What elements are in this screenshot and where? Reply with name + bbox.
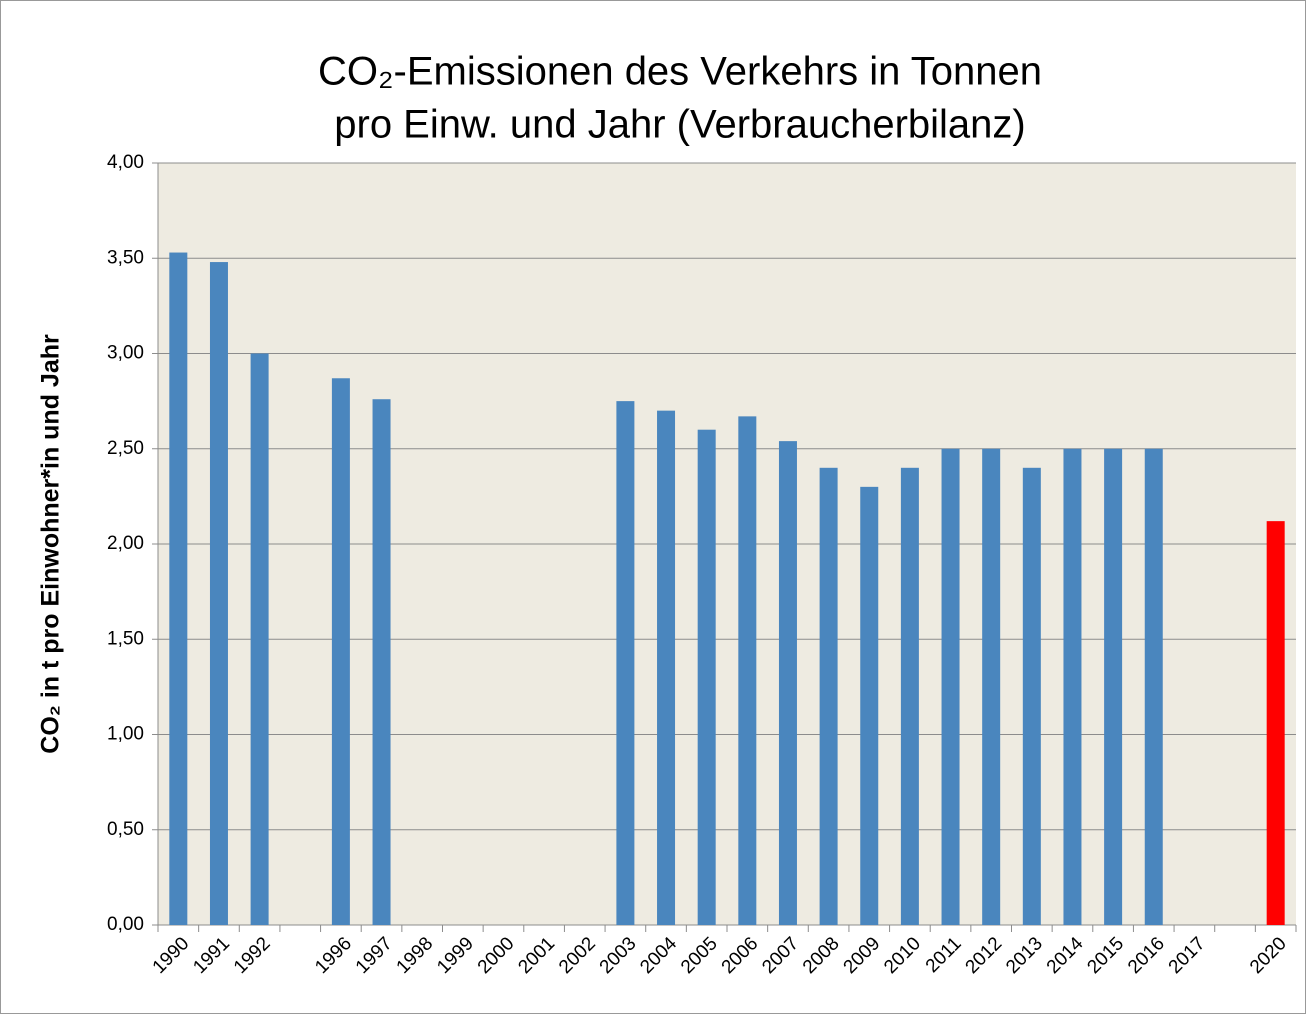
bar <box>331 378 350 925</box>
bar <box>941 448 960 925</box>
bar <box>169 252 188 925</box>
bar <box>616 401 635 925</box>
bar <box>209 262 228 925</box>
bar <box>738 416 757 925</box>
y-tick-label: 2,00 <box>107 533 144 554</box>
y-tick-label: 0,50 <box>107 819 144 840</box>
bar <box>819 467 838 925</box>
y-tick-label: 2,50 <box>107 438 144 459</box>
bar <box>1266 521 1285 925</box>
bar <box>900 467 919 925</box>
y-tick-label: 1,00 <box>107 724 144 745</box>
y-tick-label: 0,00 <box>107 914 144 935</box>
y-axis-label: CO₂ in t pro Einwohner*in und Jahr <box>37 334 65 754</box>
bar <box>697 429 716 925</box>
chart-title: pro Einw. und Jahr (Verbraucherbilanz) <box>334 103 1025 147</box>
bar <box>1022 467 1041 925</box>
bar <box>372 399 391 926</box>
bar <box>860 486 879 925</box>
bar <box>1104 448 1123 925</box>
y-tick-label: 3,50 <box>107 247 144 268</box>
y-tick-label: 3,00 <box>107 343 144 364</box>
chart-title: CO₂-Emissionen des Verkehrs in Tonnen <box>318 50 1042 94</box>
bar <box>1144 448 1163 925</box>
bar <box>1063 448 1082 925</box>
y-tick-label: 1,50 <box>107 628 144 649</box>
y-tick-label: 4,00 <box>107 152 144 173</box>
bar <box>778 441 797 925</box>
bar <box>982 448 1001 925</box>
bar <box>250 353 269 925</box>
bar <box>657 410 676 925</box>
